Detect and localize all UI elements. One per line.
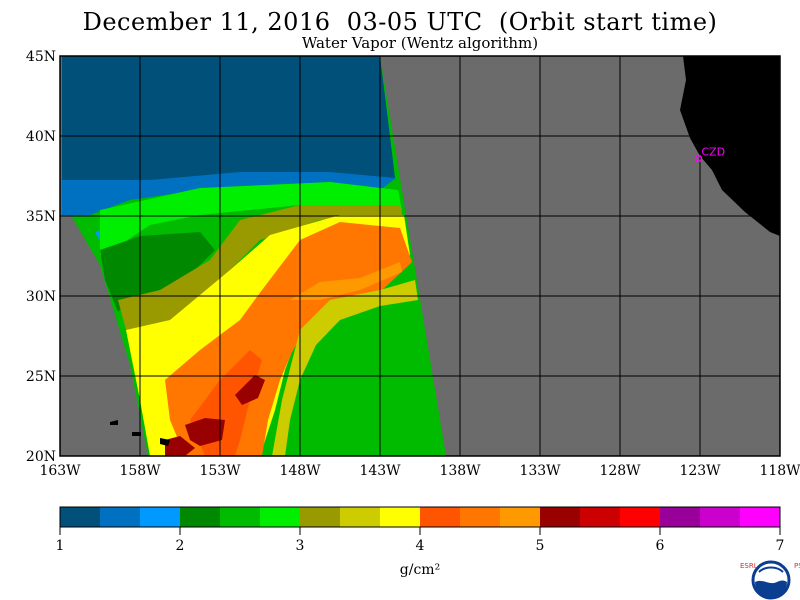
colorbar-tick-label: 1 bbox=[56, 538, 65, 554]
longitude-label: 123W bbox=[679, 463, 721, 479]
land-mass bbox=[160, 438, 170, 446]
colorbar-swatch bbox=[500, 507, 541, 527]
max-vapor-spot bbox=[235, 375, 265, 405]
latitude-label: 45N bbox=[26, 49, 56, 65]
logo-left-letters: ESRL bbox=[740, 562, 758, 570]
colorbar-swatch bbox=[180, 507, 221, 527]
colorbar-swatch bbox=[420, 507, 461, 527]
dark-green-region bbox=[100, 232, 215, 312]
swath-data bbox=[62, 56, 446, 456]
colorbar-tick-label: 3 bbox=[296, 538, 305, 554]
latitude-label: 35N bbox=[26, 209, 56, 225]
colorbar-tick-label: 4 bbox=[416, 538, 425, 554]
latitude-label: 30N bbox=[26, 289, 56, 305]
noaa-logo: ESRL PSD bbox=[738, 560, 800, 600]
colorbar-tick-label: 6 bbox=[656, 538, 665, 554]
yellow-green-strip bbox=[272, 280, 418, 456]
orange-patch bbox=[290, 262, 402, 300]
units-label: g/cm² bbox=[399, 562, 441, 578]
latitude-label: 40N bbox=[26, 129, 56, 145]
longitude-label: 158W bbox=[119, 463, 161, 479]
station-label: CZD bbox=[701, 145, 725, 158]
colorbar-swatch bbox=[580, 507, 621, 527]
colorbar-swatch bbox=[340, 507, 381, 527]
colorbar-tick-label: 2 bbox=[176, 538, 185, 554]
olive-region bbox=[118, 205, 404, 330]
colorbar-swatch bbox=[140, 507, 181, 527]
longitude-label: 163W bbox=[39, 463, 81, 479]
land-mass bbox=[132, 432, 141, 436]
logo-right-letters: PSD bbox=[794, 562, 800, 570]
colorbar-swatch bbox=[220, 507, 261, 527]
colorbar-tick-label: 7 bbox=[776, 538, 785, 554]
plot-frame bbox=[59, 55, 781, 457]
station-marker bbox=[694, 154, 703, 163]
colorbar-swatch bbox=[380, 507, 421, 527]
colorbar-swatch bbox=[660, 507, 701, 527]
longitude-label: 128W bbox=[599, 463, 641, 479]
longitude-labels: 163W 158W 153W 148W 143W 138W 133W 128W 123W 118W bbox=[39, 463, 800, 479]
colorbar-labels: 1 2 3 4 5 6 7 bbox=[56, 527, 785, 554]
latitude-labels: 45N 40N 35N 30N 25N 20N bbox=[26, 49, 56, 465]
colorbar-swatch bbox=[460, 507, 501, 527]
longitude-label: 148W bbox=[279, 463, 321, 479]
colorbar-swatch bbox=[540, 507, 581, 527]
colorbar-swatch bbox=[60, 507, 101, 527]
longitude-label: 118W bbox=[759, 463, 800, 479]
noaa-emblem-icon bbox=[751, 560, 791, 600]
latitude-label: 20N bbox=[26, 449, 56, 465]
longitude-label: 153W bbox=[199, 463, 241, 479]
longitude-label: 143W bbox=[359, 463, 401, 479]
land-mass bbox=[110, 420, 118, 425]
land-mass bbox=[680, 56, 780, 236]
colorbar-swatch bbox=[100, 507, 141, 527]
colorbar-swatch bbox=[700, 507, 741, 527]
blue-fringe-region bbox=[62, 172, 396, 215]
colorbar-swatch bbox=[620, 507, 661, 527]
max-vapor-spot bbox=[165, 436, 195, 456]
longitude-label: 138W bbox=[439, 463, 481, 479]
colorbar-swatch bbox=[300, 507, 341, 527]
colorbar bbox=[59, 506, 781, 528]
colorbar-swatch bbox=[260, 507, 301, 527]
max-vapor-spot bbox=[185, 418, 225, 446]
longitude-label: 133W bbox=[519, 463, 561, 479]
latitude-label: 25N bbox=[26, 369, 56, 385]
bright-green-region bbox=[100, 182, 402, 262]
grid-lines bbox=[60, 56, 780, 456]
colorbar-tick-label: 5 bbox=[536, 538, 545, 554]
colorbar-swatch bbox=[740, 507, 781, 527]
map-subtitle: Water Vapor (Wentz algorithm) bbox=[301, 34, 539, 52]
map-title: December 11, 2016 03-05 UTC (Orbit start… bbox=[82, 8, 718, 36]
